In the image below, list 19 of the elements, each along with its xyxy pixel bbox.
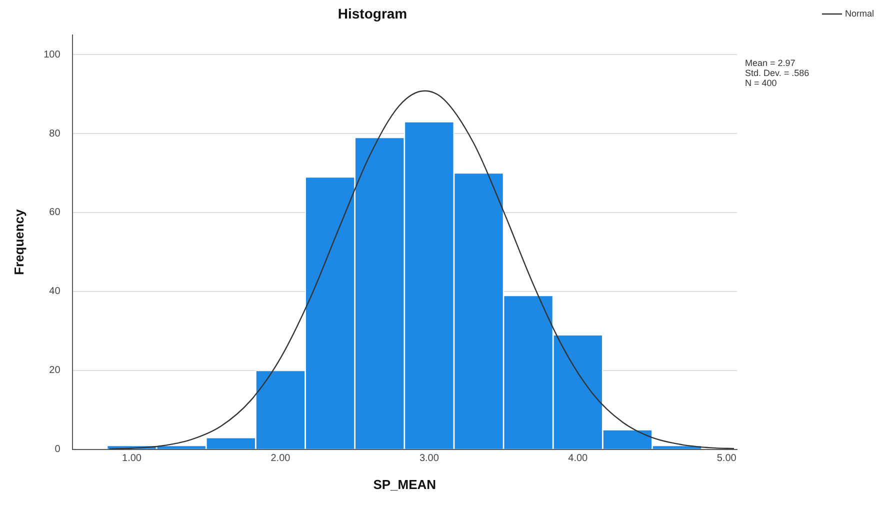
y-axis-title: Frequency (11, 208, 26, 275)
chart-title: Histogram (338, 5, 408, 22)
text: Mean = 2.97 (745, 58, 796, 68)
x-tick-label: 1.00 (122, 453, 142, 464)
text: Std. Dev. = .586 (745, 68, 810, 78)
line-series (108, 90, 735, 450)
x-tick-label: 4.00 (568, 453, 588, 464)
x-tick-label: 3.00 (419, 453, 440, 464)
y-tick-label: 20 (49, 365, 61, 376)
text: N = 400 (745, 78, 777, 88)
x-tick-label: 2.00 (270, 453, 291, 464)
y-tick-label: 0 (54, 444, 61, 456)
y-tick-label: 40 (49, 286, 61, 298)
y-tick-label: 60 (49, 207, 61, 218)
y-tick-label: 100 (44, 49, 61, 60)
legend-label: Normal (844, 8, 874, 18)
x-axis-title: SP_MEAN (373, 476, 436, 492)
y-tick-label: 80 (49, 128, 61, 140)
x-tick-label: 5.00 (716, 453, 737, 464)
